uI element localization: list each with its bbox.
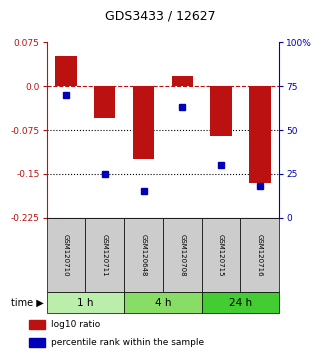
- Bar: [29, 320, 45, 329]
- Bar: [163, 218, 202, 292]
- Bar: [124, 218, 163, 292]
- Text: 24 h: 24 h: [229, 298, 252, 308]
- Bar: [94, 86, 115, 118]
- Bar: [172, 76, 193, 86]
- Bar: [133, 86, 154, 159]
- Text: GSM120648: GSM120648: [141, 234, 146, 276]
- Bar: [47, 218, 85, 292]
- Bar: [29, 338, 45, 347]
- Bar: [202, 292, 279, 313]
- Bar: [55, 56, 77, 86]
- Text: GSM120716: GSM120716: [257, 234, 263, 276]
- Text: GSM120710: GSM120710: [63, 234, 69, 276]
- Text: GSM120711: GSM120711: [102, 234, 108, 276]
- Text: GSM120715: GSM120715: [218, 234, 224, 276]
- Text: 4 h: 4 h: [155, 298, 171, 308]
- Bar: [47, 292, 124, 313]
- Text: GSM120708: GSM120708: [179, 234, 185, 276]
- Text: time ▶: time ▶: [11, 298, 43, 308]
- Text: GDS3433 / 12627: GDS3433 / 12627: [105, 10, 216, 22]
- Bar: [249, 86, 271, 183]
- Text: 1 h: 1 h: [77, 298, 94, 308]
- Bar: [85, 218, 124, 292]
- Bar: [211, 86, 232, 136]
- Bar: [124, 292, 202, 313]
- Bar: [202, 218, 240, 292]
- Text: percentile rank within the sample: percentile rank within the sample: [51, 338, 204, 347]
- Bar: [240, 218, 279, 292]
- Text: log10 ratio: log10 ratio: [51, 320, 100, 329]
